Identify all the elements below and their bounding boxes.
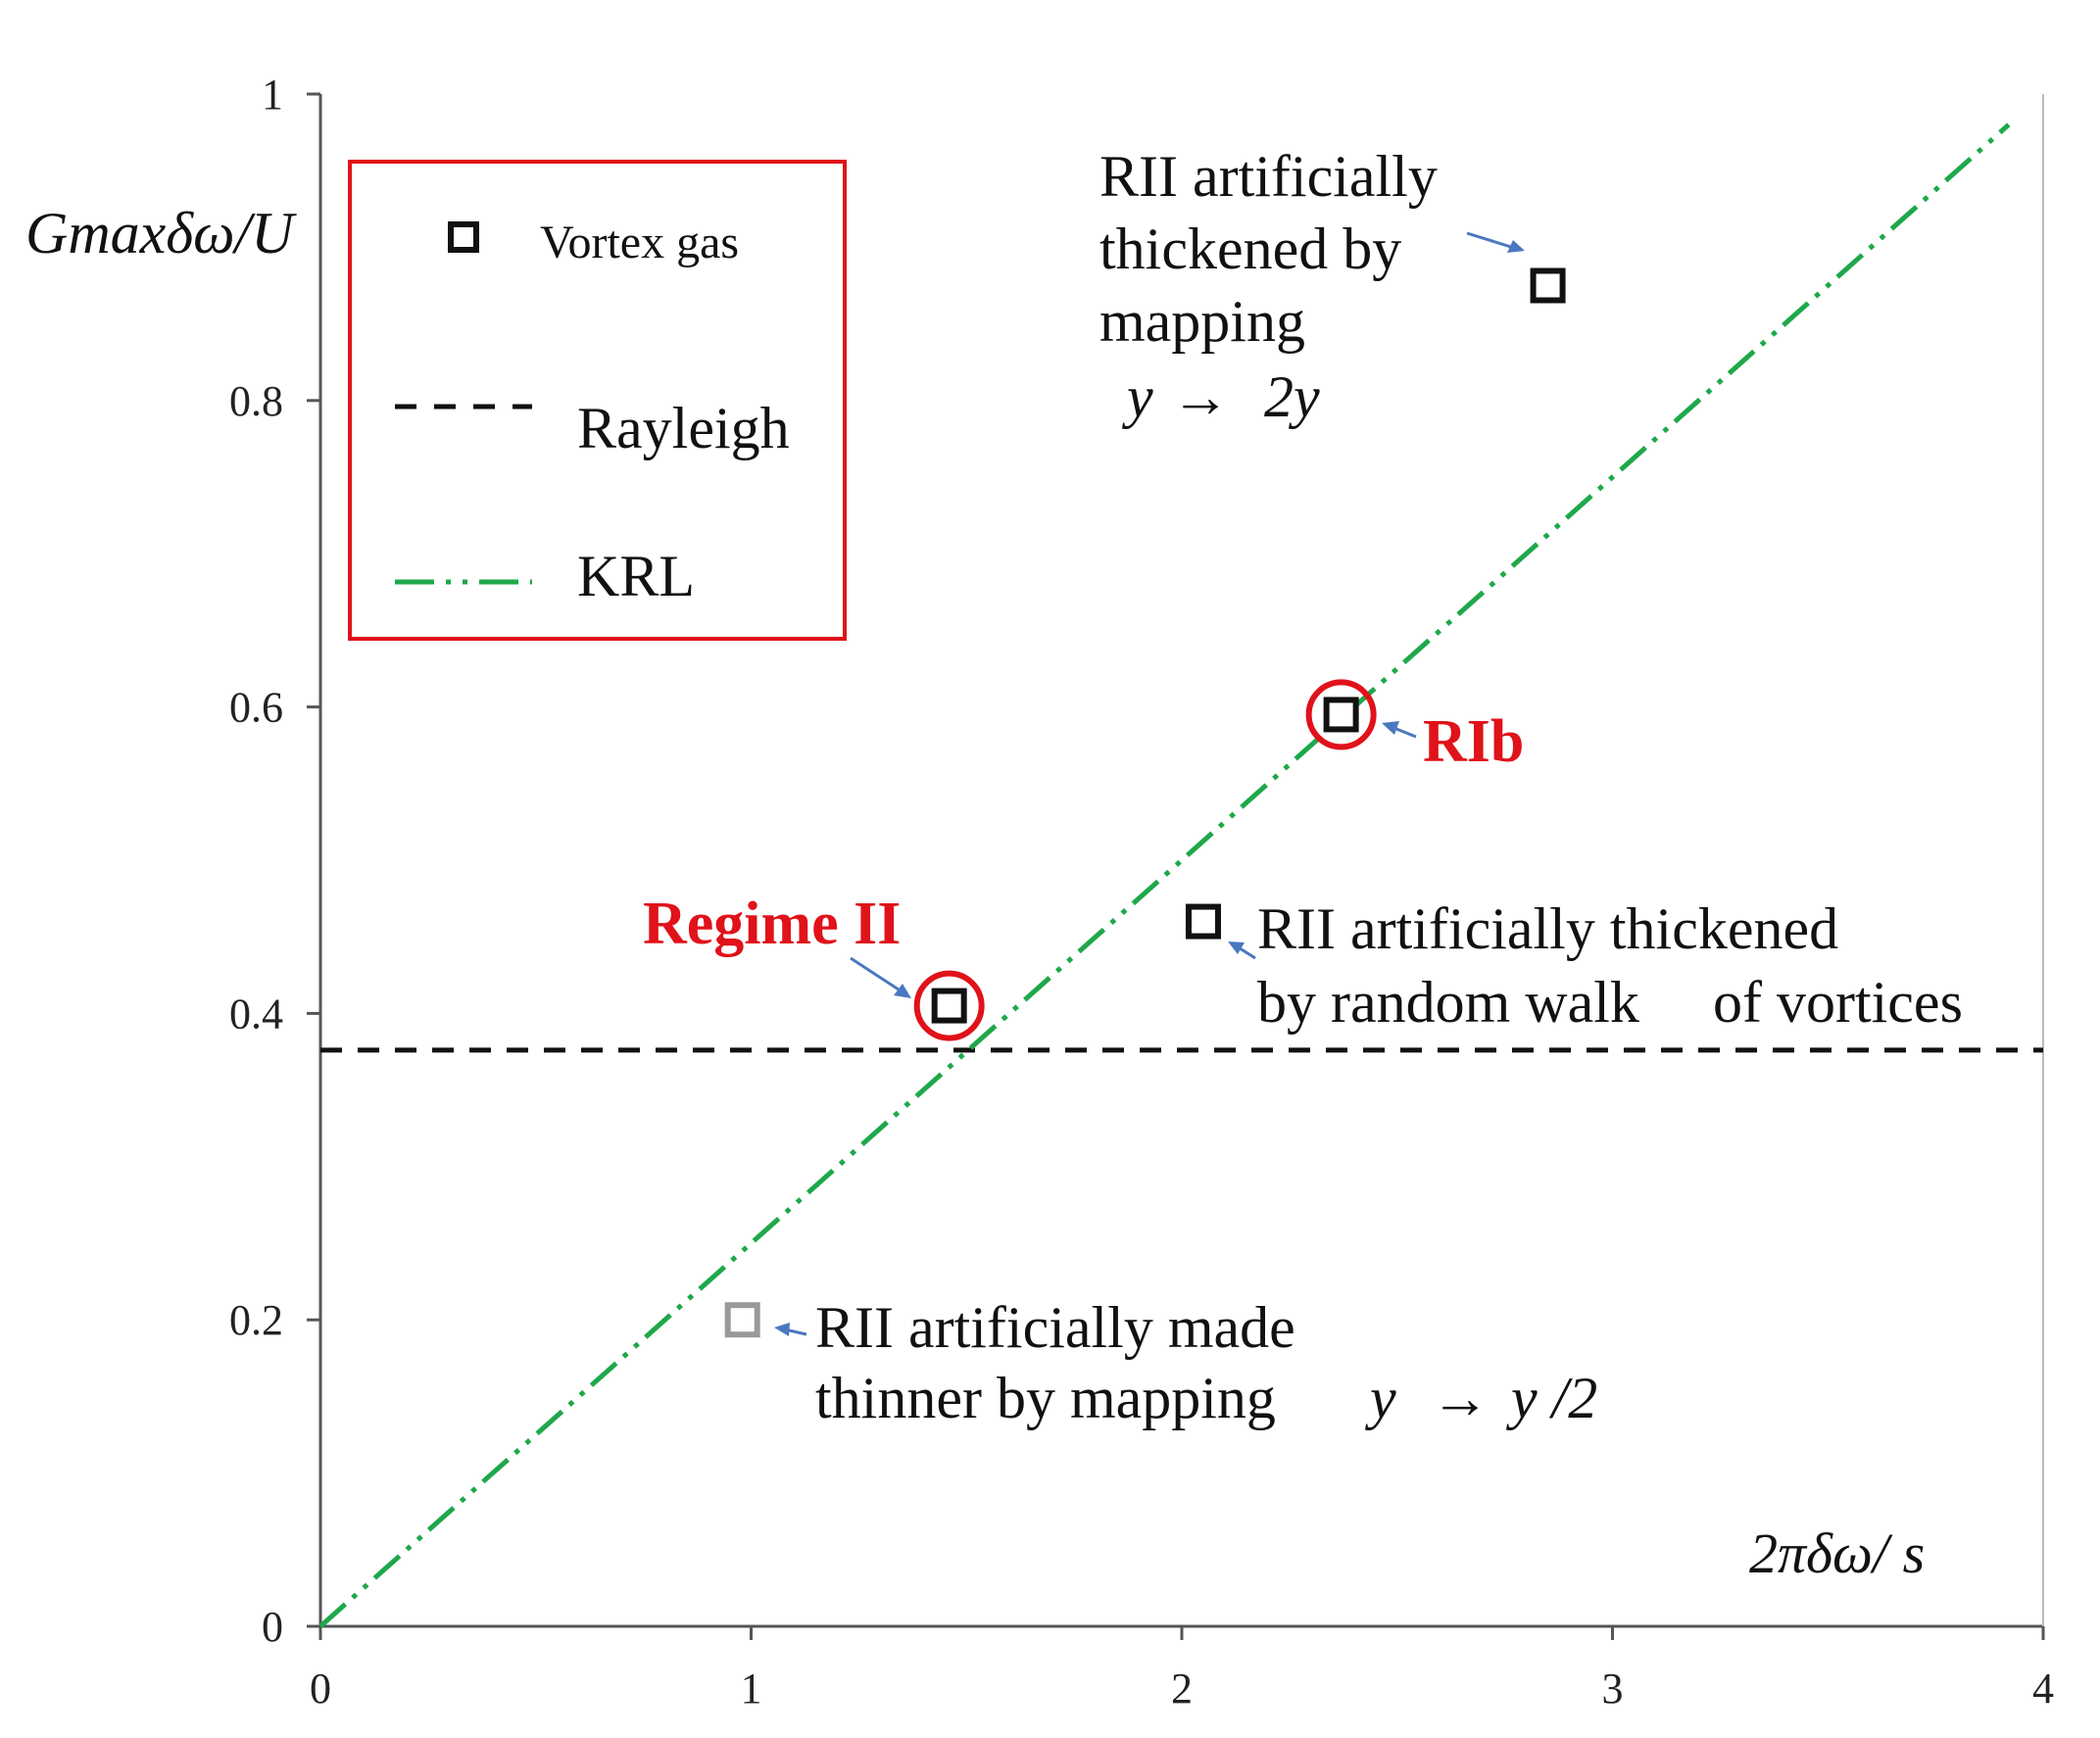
highlight-ring: [1305, 679, 1377, 750]
y-tick-label: 0.8: [229, 377, 283, 425]
arrowhead-rib: [1382, 721, 1399, 735]
annotation-top-line3: mapping: [1099, 289, 1305, 354]
annotation-top: RII artificially thickened by mapping y …: [1099, 144, 1525, 429]
y-tick-label: 0.4: [229, 990, 283, 1038]
annotation-low-math-arrow: →: [1431, 1366, 1490, 1430]
annotation-low: RII artificially made thinner by mapping…: [774, 1295, 1597, 1430]
x-tick-label: 0: [310, 1665, 331, 1713]
legend-marker-vortex: [448, 221, 479, 253]
annotation-low-math-y1: y: [1364, 1366, 1396, 1430]
annotation-rib: RIb: [1382, 708, 1524, 775]
arrowhead-mid: [1228, 941, 1245, 954]
axis-ticks: 0 1 2 3 4 0 0.2 0.4 0.6 0.8 1: [229, 71, 2054, 1713]
series-lines: [318, 122, 2043, 1628]
annotation-mid-line2b: of vortices: [1713, 970, 1963, 1035]
x-tick-label: 2: [1171, 1665, 1193, 1713]
legend-label-krl: KRL: [577, 544, 695, 608]
annotation-mid: RII artificially thickened by random wal…: [1228, 896, 1963, 1035]
arrowhead-regime-ii: [894, 984, 911, 998]
x-tick-label: 1: [741, 1665, 762, 1713]
arrow-top: [1466, 231, 1515, 250]
vortex-gas-point: [1530, 267, 1566, 304]
y-tick-label: 1: [262, 71, 283, 119]
data-points: [724, 267, 1566, 1338]
krl-line: [318, 122, 2011, 1628]
y-tick-label: 0.6: [229, 684, 283, 732]
annotation-rib-label: RIb: [1423, 708, 1524, 775]
vortex-gas-point: [724, 1302, 760, 1338]
arrow-regime-ii: [850, 956, 903, 993]
annotation-low-math-y2: y /2: [1505, 1366, 1597, 1430]
y-axis-label: Gmaxδω/U: [25, 201, 297, 266]
y-tick-label: 0: [262, 1603, 283, 1651]
annotation-top-line2: thickened by: [1099, 217, 1401, 281]
y-tick-label: 0.2: [229, 1296, 283, 1344]
x-axis-label: 2πδω/ s: [1749, 1521, 1925, 1585]
legend-label-rayleigh: Rayleigh: [577, 396, 790, 460]
annotation-top-math-y2: 2y: [1264, 364, 1320, 429]
annotation-regime-ii: Regime II: [643, 891, 911, 998]
annotation-mid-line2a: by random walk: [1257, 970, 1639, 1035]
x-tick-label: 3: [1602, 1665, 1624, 1713]
vortex-gas-point: [931, 988, 967, 1024]
vortex-gas-point: [1323, 697, 1359, 733]
arrowhead-top: [1507, 240, 1525, 253]
annotation-mid-line1: RII artificially thickened: [1257, 896, 1838, 961]
legend-box: [348, 160, 847, 641]
x-tick-label: 4: [2032, 1665, 2054, 1713]
vortex-gas-point: [1185, 903, 1221, 940]
annotation-low-line1: RII artificially made: [815, 1295, 1295, 1360]
annotation-top-math-y1: y: [1121, 364, 1153, 429]
arrowhead-low: [774, 1323, 790, 1336]
legend: Vortex gas Rayleigh KRL: [348, 160, 847, 641]
annotation-regime-ii-label: Regime II: [643, 891, 901, 957]
highlight-ring: [913, 970, 985, 1041]
annotation-top-math-arrow: →: [1171, 364, 1230, 429]
annotation-top-line1: RII artificially: [1099, 144, 1438, 209]
annotation-low-line2: thinner by mapping: [815, 1366, 1276, 1430]
legend-label-vortex: Vortex gas: [540, 217, 739, 268]
